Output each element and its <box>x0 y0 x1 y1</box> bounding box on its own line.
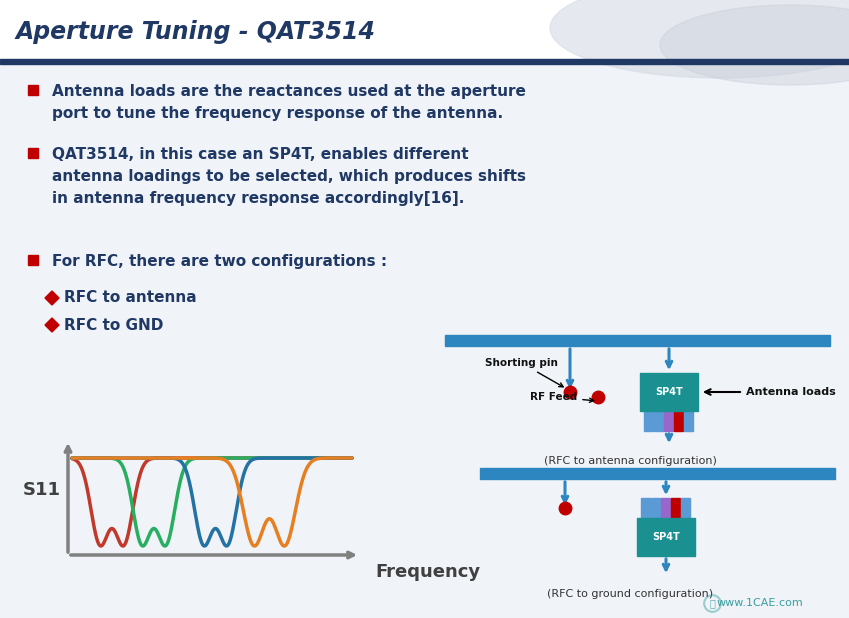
Text: RFC to GND: RFC to GND <box>64 318 163 332</box>
Bar <box>640 373 698 411</box>
Text: RFC to antenna: RFC to antenna <box>64 290 197 305</box>
Ellipse shape <box>660 5 849 85</box>
Polygon shape <box>45 318 59 332</box>
Bar <box>445 335 830 346</box>
Text: Antenna loads: Antenna loads <box>746 387 835 397</box>
Bar <box>672 498 681 518</box>
Bar <box>28 148 38 158</box>
Text: Aperture Tuning - QAT3514: Aperture Tuning - QAT3514 <box>16 20 376 44</box>
Bar <box>655 411 664 431</box>
Bar <box>682 498 690 518</box>
Text: www.1CAE.com: www.1CAE.com <box>717 598 803 608</box>
Ellipse shape <box>550 0 849 78</box>
Bar <box>674 411 683 431</box>
Text: RF Feed: RF Feed <box>530 392 593 402</box>
Text: 仿: 仿 <box>709 598 715 608</box>
Text: SP4T: SP4T <box>655 387 683 397</box>
Text: QAT3514, in this case an SP4T, enables different
antenna loadings to be selected: QAT3514, in this case an SP4T, enables d… <box>52 147 526 206</box>
Bar <box>665 411 673 431</box>
Bar <box>0 59 849 64</box>
Bar <box>651 498 661 518</box>
Bar <box>637 518 695 556</box>
Bar <box>480 468 835 479</box>
Bar <box>642 498 650 518</box>
Text: Antenna loads are the reactances used at the aperture
port to tune the frequency: Antenna loads are the reactances used at… <box>52 84 526 121</box>
Bar <box>644 411 654 431</box>
Text: S11: S11 <box>23 481 61 499</box>
Text: (RFC to antenna configuration): (RFC to antenna configuration) <box>543 456 717 466</box>
Text: (RFC to ground configuration): (RFC to ground configuration) <box>547 589 713 599</box>
Bar <box>28 255 38 265</box>
Text: For RFC, there are two configurations :: For RFC, there are two configurations : <box>52 254 387 269</box>
Bar <box>0 0 849 58</box>
Text: SP4T: SP4T <box>652 532 680 542</box>
Bar <box>28 85 38 95</box>
Text: Frequency: Frequency <box>375 563 481 581</box>
Bar <box>661 498 671 518</box>
Bar <box>684 411 694 431</box>
Text: Shorting pin: Shorting pin <box>485 358 563 387</box>
Polygon shape <box>45 291 59 305</box>
